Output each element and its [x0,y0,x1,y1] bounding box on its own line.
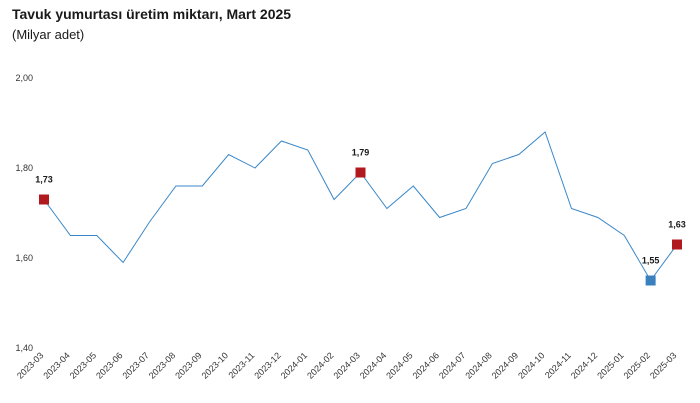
x-tick-label: 2023-03 [15,350,45,380]
data-label: 1,73 [35,175,53,185]
y-tick-label: 2,00 [15,73,33,83]
marker-layer: 1,73 1,79 1,55 1,63 [35,148,686,286]
x-tick-label: 2024-12 [569,350,599,380]
x-tick-label: 2024-01 [279,350,309,380]
x-tick-label: 2025-02 [622,350,652,380]
data-point-marker [672,239,682,250]
y-tick-label: 1,80 [15,163,33,173]
data-label: 1,63 [668,220,686,230]
x-tick-label: 2025-01 [595,350,625,380]
x-tick-label: 2024-07 [437,350,467,380]
data-label: 1,55 [642,256,660,266]
y-tick-label: 1,60 [15,253,33,263]
data-point-marker [645,275,656,286]
x-tick-label: 2023-09 [173,350,203,380]
chart-subtitle: (Milyar adet) [12,27,85,42]
y-tick-label: 1,40 [15,343,33,353]
axis-layer: 1,401,601,802,002023-032023-042023-05202… [15,73,678,381]
x-tick-label: 2024-11 [543,350,573,380]
x-tick-label: 2025-03 [648,350,678,380]
x-tick-label: 2023-08 [147,350,177,380]
data-point-marker [355,167,366,178]
x-tick-label: 2023-06 [94,350,124,380]
x-tick-label: 2024-05 [384,350,414,380]
x-tick-label: 2024-08 [463,350,493,380]
x-tick-label: 2023-04 [41,350,71,380]
x-tick-label: 2023-12 [252,350,282,380]
x-tick-label: 2023-07 [120,350,150,380]
x-tick-label: 2024-02 [305,350,335,380]
x-tick-label: 2023-11 [226,350,256,380]
x-tick-label: 2024-10 [516,350,546,380]
x-tick-label: 2024-06 [411,350,441,380]
chart-title: Tavuk yumurtası üretim miktarı, Mart 202… [12,6,292,22]
x-tick-label: 2024-03 [331,350,361,380]
x-tick-label: 2023-10 [200,350,230,380]
x-tick-label: 2023-05 [68,350,98,380]
x-tick-label: 2024-09 [490,350,520,380]
data-label: 1,79 [352,148,370,158]
x-tick-label: 2024-04 [358,350,388,380]
data-point-marker [39,194,49,205]
